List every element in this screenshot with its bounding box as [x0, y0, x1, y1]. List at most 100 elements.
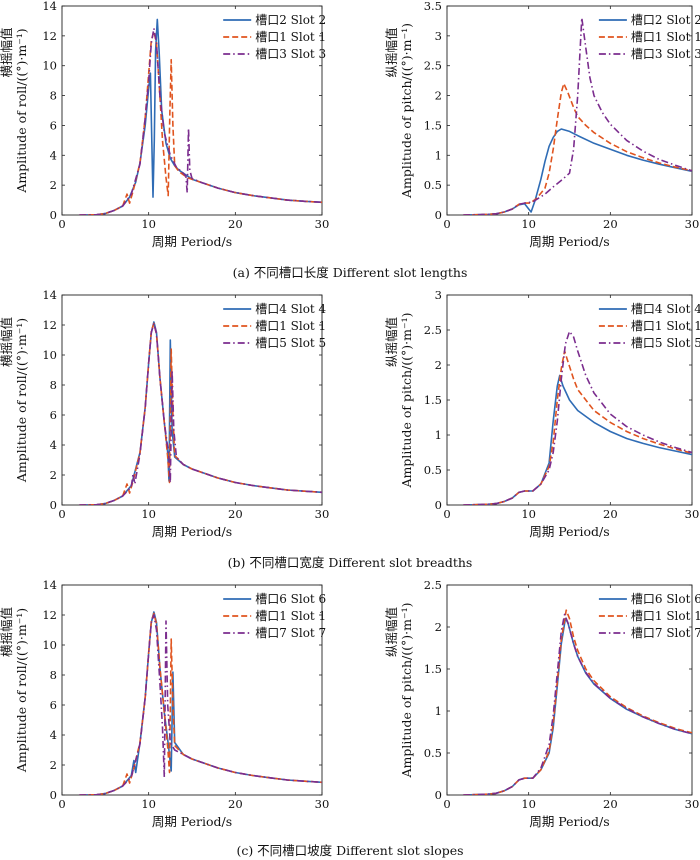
caption-c: (c) 不同槽口坡度 Different slot slopes: [236, 843, 464, 858]
series-line-3: [463, 613, 692, 795]
chart-c-pitch: 0 10 20 30 0 0.5 1 1.5 2 2.5 周期 Period/s 纵摇幅值 Amplit…: [384, 578, 700, 829]
x-tick-label: 30: [315, 217, 330, 231]
x-tick-label: 0: [58, 217, 65, 231]
y-tick-label: 8: [50, 89, 57, 103]
plot-frame: [446, 5, 693, 216]
y-tick-label: 0: [435, 498, 442, 512]
y-tick-label: 4: [50, 148, 57, 162]
chart-b-pitch: 0 10 20 30 0 0.5 1 1.5 2 2.5 3 周期 Period/s 纵摇幅值 Ampli…: [384, 288, 700, 539]
y-tick-label: 3.5: [424, 0, 442, 13]
y-tick-label: 14: [42, 578, 57, 592]
plot-frame: [61, 584, 323, 796]
x-tick-label: 10: [521, 507, 536, 521]
plot-frame: [61, 5, 323, 216]
y-tick-label: 1.5: [424, 662, 442, 676]
y-axis-label-cn: 横摇幅值: [0, 607, 14, 657]
y-tick-label: 2.5: [424, 578, 442, 592]
series-line-2: [79, 612, 322, 795]
chart-c-roll: 0 10 20 30 0 2 4 6 8 10 12 14 周期 Period/s 横摇幅值 Amplitu…: [0, 578, 329, 829]
x-tick-label: 0: [443, 507, 450, 521]
y-tick-label: 10: [42, 59, 57, 73]
x-tick-label: 10: [141, 507, 156, 521]
y-tick-label: 1: [435, 428, 442, 442]
y-tick-label: 3: [435, 29, 442, 43]
y-axis-label: Amplitude of roll/((°)·m⁻¹): [14, 608, 29, 773]
legend-label-2: 槽口1 Slot 1: [255, 609, 326, 623]
x-tick-label: 30: [315, 507, 330, 521]
y-tick-label: 6: [50, 118, 57, 132]
y-tick-label: 0: [435, 208, 442, 222]
legend-label-3: 槽口5 Slot 5: [631, 336, 700, 350]
legend-label-3: 槽口7 Slot 7: [255, 626, 326, 640]
caption-a: (a) 不同槽口长度 Different slot lengths: [232, 265, 468, 280]
y-tick-label: 12: [42, 318, 57, 332]
x-tick-label: 30: [315, 797, 330, 811]
y-tick-label: 1: [435, 148, 442, 162]
series-line-3: [463, 330, 692, 505]
legend-label-3: 槽口3 Slot 3: [255, 47, 326, 61]
y-tick-label: 6: [50, 408, 57, 422]
y-tick-label: 0: [50, 788, 57, 802]
series-line-3: [79, 614, 322, 795]
y-axis-label-cn: 纵摇幅值: [384, 27, 399, 77]
series-line-3: [79, 27, 322, 215]
x-axis-label: 周期 Period/s: [152, 524, 232, 539]
caption-b: (b) 不同槽口宽度 Different slot breadths: [227, 555, 473, 570]
x-axis-label: 周期 Period/s: [529, 814, 609, 829]
y-tick-label: 4: [50, 728, 57, 742]
y-tick-label: 14: [42, 0, 57, 13]
legend-label-1: 槽口2 Slot 2: [631, 13, 700, 27]
y-tick-label: 8: [50, 378, 57, 392]
y-axis-label-cn: 横摇幅值: [0, 27, 14, 77]
plot-frame: [446, 584, 693, 796]
x-tick-label: 0: [58, 507, 65, 521]
legend-label-3: 槽口5 Slot 5: [255, 336, 326, 350]
legend-label-1: 槽口6 Slot 6: [631, 592, 700, 606]
y-tick-label: 1.5: [424, 118, 442, 132]
series-line-3: [79, 322, 322, 505]
x-tick-label: 20: [228, 507, 243, 521]
legend-label-2: 槽口1 Slot 1: [631, 30, 700, 44]
y-tick-label: 2: [435, 89, 442, 103]
series-line-3: [463, 17, 692, 215]
y-tick-label: 2: [50, 468, 57, 482]
y-axis-label-cn: 纵摇幅值: [384, 317, 399, 367]
chart-a-roll: 0 10 20 30 0 2 4 6 8 10 12 14 周期 Period/s 横摇幅值 Amplitu…: [0, 0, 329, 249]
x-tick-label: 10: [521, 217, 536, 231]
y-tick-label: 3: [435, 288, 442, 302]
series-line-1: [463, 617, 692, 795]
y-tick-label: 14: [42, 288, 57, 302]
y-tick-label: 2.5: [424, 323, 442, 337]
y-axis-label-cn: 纵摇幅值: [384, 607, 399, 657]
x-axis-label: 周期 Period/s: [529, 524, 609, 539]
y-tick-label: 8: [50, 668, 57, 682]
legend-label-1: 槽口4 Slot 4: [255, 302, 326, 316]
x-axis-label: 周期 Period/s: [152, 814, 232, 829]
legend-label-2: 槽口1 Slot 1: [255, 319, 326, 333]
chart-a-pitch: 0 10 20 30 0 0.5 1 1.5 2 2.5 3 3.5 周期 Period/s 纵摇幅值 Am…: [384, 0, 700, 249]
y-axis-label: Amplitude of pitch/((°)·m⁻¹): [399, 313, 414, 489]
y-axis-label: Amplitude of pitch/((°)·m⁻¹): [399, 23, 414, 199]
x-axis-label: 周期 Period/s: [152, 234, 232, 249]
y-axis-label: Amplitude of roll/((°)·m⁻¹): [14, 318, 29, 483]
y-tick-label: 12: [42, 608, 57, 622]
x-tick-label: 20: [228, 217, 243, 231]
x-tick-label: 30: [685, 507, 700, 521]
plot-frame: [61, 294, 323, 506]
legend-label-2: 槽口1 Slot 1: [631, 609, 700, 623]
x-tick-label: 20: [603, 507, 618, 521]
y-axis-label: Amplitude of roll/((°)·m⁻¹): [14, 28, 29, 193]
x-tick-label: 30: [685, 217, 700, 231]
x-tick-label: 0: [443, 217, 450, 231]
series-line-2: [79, 322, 322, 505]
legend-label-1: 槽口2 Slot 2: [255, 13, 326, 27]
legend-label-1: 槽口4 Slot 4: [631, 302, 700, 316]
y-tick-label: 10: [42, 348, 57, 362]
series-line-2: [79, 30, 322, 215]
x-tick-label: 10: [141, 797, 156, 811]
y-tick-label: 12: [42, 29, 57, 43]
legend-label-3: 槽口7 Slot 7: [631, 626, 700, 640]
x-tick-label: 20: [603, 217, 618, 231]
y-tick-label: 4: [50, 438, 57, 452]
